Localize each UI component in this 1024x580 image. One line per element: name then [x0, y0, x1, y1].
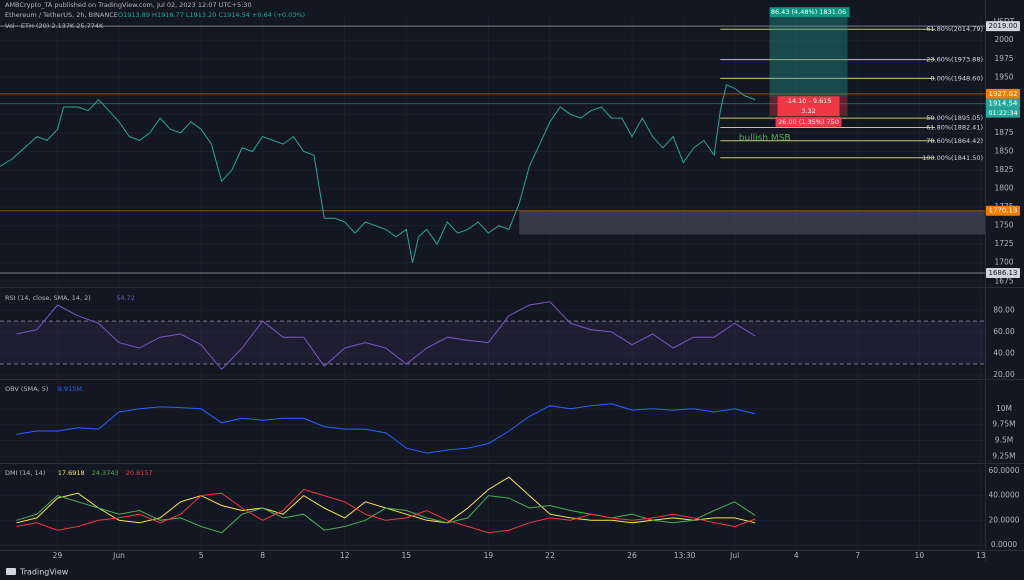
price-tag-label: 1914.54	[989, 100, 1018, 108]
y-tick-label: 80.00	[993, 305, 1015, 314]
x-tick-label: 22	[545, 551, 555, 560]
countdown: 01:22:34	[988, 109, 1017, 117]
x-tick-label: Jun	[112, 551, 125, 560]
y-tick-label: 1875	[994, 128, 1013, 137]
series-line	[16, 301, 756, 371]
pane-title: RSI (14, close, SMA, 14, 2)	[5, 294, 91, 302]
annotation: bullish MSB	[739, 134, 791, 144]
y-tick-label: 9.75M	[992, 420, 1015, 429]
ratio-label: 3.32	[801, 107, 815, 115]
y-tick-label: 20.0000	[988, 515, 1019, 524]
y-tick-label: 1675	[994, 276, 1013, 285]
pane-title: OBV (SMA, 5)	[5, 385, 48, 393]
y-tick-label: 1850	[994, 146, 1013, 155]
y-tick-label: 0.0000	[991, 540, 1017, 549]
y-tick-label: 40.0000	[988, 491, 1019, 500]
countdown-bg	[986, 108, 1020, 118]
x-tick-label: 29	[53, 551, 63, 560]
pane-title: Ethereum / TetherUS, 2h, BINANCE	[5, 11, 118, 19]
price-tag	[986, 88, 1020, 99]
pane-readout: 24.3743	[92, 469, 119, 477]
x-tick-label: 19	[484, 551, 494, 560]
y-tick-label: 10M	[996, 404, 1012, 413]
demand-zone	[519, 210, 985, 235]
stop-label-bg	[775, 116, 842, 127]
price-tag-label: 2019.00	[989, 22, 1018, 30]
pane-title: DMI (14, 14)	[5, 469, 45, 477]
footer-brand: TradingView	[19, 568, 69, 577]
x-tick-label: 8	[260, 551, 265, 560]
pane: 80.00 60.00 40.00 20.00	[0, 290, 1015, 379]
y-tick-label: 1725	[994, 239, 1013, 248]
series-line	[16, 495, 756, 534]
y-tick-label: 1950	[994, 72, 1013, 81]
y-tick-label: 2000	[994, 35, 1013, 44]
pane-readout: 54.72	[116, 294, 135, 302]
target-label-bg	[769, 7, 850, 18]
y-tick-label: 1750	[994, 221, 1013, 230]
x-tick-label: 10	[915, 551, 925, 560]
y-tick-label: 9.5M	[995, 435, 1013, 444]
pane: 2000197519501925190018751850182518001775…	[0, 15, 1014, 285]
pane: 10M 9.75M 9.5M 9.25M	[0, 381, 1016, 462]
price-tag-label: 1686.13	[989, 269, 1018, 277]
pane-readout: 17.6918	[58, 469, 85, 477]
x-tick-label: 26	[627, 551, 637, 560]
price-tag	[986, 205, 1020, 216]
y-tick-label: 40.00	[993, 348, 1015, 357]
risk-label: -14.10 - 9.615	[785, 97, 831, 105]
target-label: 86.43 (4.48%) 1831.06	[771, 8, 846, 16]
price-tag	[986, 268, 1020, 279]
stop-label: 26.00 (1.35%) 750	[778, 118, 839, 126]
fib-label: 61.80%(1882.41)	[926, 123, 983, 131]
fib-label: 50.00%(1895.05)	[926, 114, 983, 122]
price-tag-label: 1770.13	[989, 207, 1018, 215]
series-line	[16, 403, 756, 454]
x-tick-label: 13:30	[674, 551, 696, 560]
x-tick-label: 12	[340, 551, 350, 560]
position-target	[769, 17, 848, 97]
x-tick-label: Jul	[729, 551, 739, 560]
y-tick-label: 20.00	[993, 370, 1015, 379]
x-tick-label: 5	[199, 551, 204, 560]
pane-readout: 20.8157	[126, 469, 153, 477]
y-tick-label: 1800	[994, 184, 1013, 193]
footer-bar	[0, 563, 1024, 580]
fib-label: 0.00%(1948.60)	[930, 74, 983, 82]
series-line	[16, 488, 756, 534]
y-tick-label: 60.00	[993, 327, 1015, 336]
fib-label: 100.00%(1841.50)	[922, 154, 983, 162]
price-tag-label: 1927.62	[989, 90, 1018, 98]
price-tag	[986, 98, 1020, 109]
x-tick-label: 7	[855, 551, 860, 560]
publisher-line: AMBCrypto_TA published on TradingView.co…	[5, 1, 252, 9]
price-tag	[986, 21, 1020, 32]
x-tick-label: 4	[794, 551, 799, 560]
x-tick-label: 13	[976, 551, 986, 560]
brand-logo	[6, 568, 16, 575]
x-tick-label: 15	[402, 551, 412, 560]
y-tick-label: 1700	[994, 258, 1013, 267]
y-tick-label: 60.0000	[988, 466, 1019, 475]
y-tick-label: 1975	[994, 54, 1013, 63]
fib-label: -61.80%(2014.79)	[924, 25, 983, 33]
fib-label: 78.60%(1864.42)	[926, 137, 983, 145]
rsi-band	[0, 321, 985, 365]
series-line	[0, 83, 756, 263]
y-tick-label: 1825	[994, 165, 1013, 174]
y-tick-label: 9.25M	[992, 451, 1015, 460]
ohlc-readout: O1913.89 H1916.77 L1913.20 C1914.54 +0.6…	[118, 11, 305, 19]
risk-label-bg	[777, 96, 840, 117]
pane-readout: 9.915M	[58, 385, 82, 393]
fib-label: -23.60%(1973.88)	[924, 56, 983, 64]
volume-legend: Vol · ETH (20) 2.137K 25.774K	[5, 22, 104, 30]
